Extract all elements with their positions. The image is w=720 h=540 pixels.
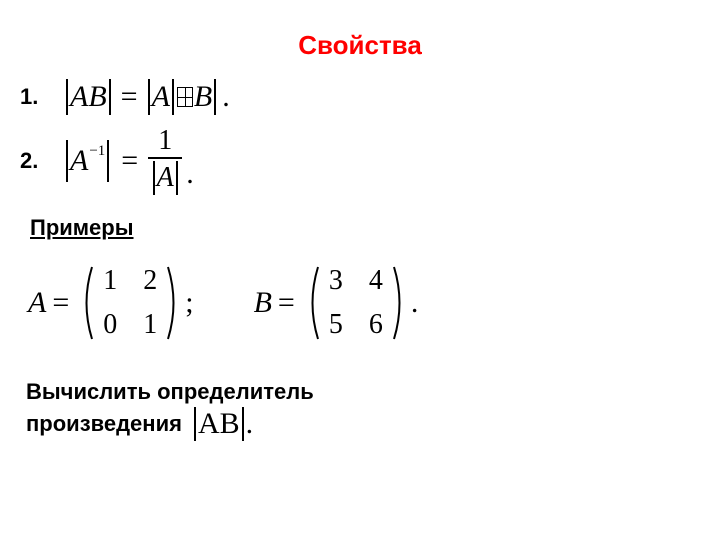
matrix-b-11: 3 xyxy=(327,265,345,297)
task-text-2: произведения xyxy=(26,411,182,437)
right-paren-icon xyxy=(391,265,407,341)
matrix-b-symbol: B xyxy=(254,286,272,320)
property-1-formula: AB = AB. xyxy=(64,79,232,115)
det-b: B xyxy=(194,80,212,114)
missing-glyph-icon xyxy=(177,87,193,107)
property-2-number: 2. xyxy=(20,148,44,174)
property-2-row: 2. A−1 = 1 A . xyxy=(20,127,700,195)
inverse-exponent: −1 xyxy=(89,143,105,160)
page-title: Свойства xyxy=(20,30,700,61)
matrix-a-21: 0 xyxy=(101,309,119,341)
examples-heading: Примеры xyxy=(20,215,700,241)
matrix-a-11: 1 xyxy=(101,265,119,297)
det-ab-a: A xyxy=(70,80,88,114)
matrix-a-def: A = 1 2 0 1 ; xyxy=(28,265,194,341)
matrix-b-22: 6 xyxy=(367,309,385,341)
matrix-a-12: 2 xyxy=(141,265,159,297)
fraction-top: 1 xyxy=(148,127,182,157)
task-line-2: произведения AB. xyxy=(20,407,700,441)
fraction-bottom-a: A xyxy=(157,164,174,192)
matrix-b-12: 4 xyxy=(367,265,385,297)
task-det-ab: AB. xyxy=(192,407,253,441)
matrix-a-symbol: A xyxy=(28,286,46,320)
det-a-inv: A xyxy=(70,144,88,178)
matrix-b-after: . xyxy=(411,286,419,320)
fraction: 1 A xyxy=(148,127,182,195)
property-2-formula: A−1 = 1 A . xyxy=(64,127,196,195)
task-det-b: B xyxy=(220,407,240,441)
right-paren-icon xyxy=(165,265,181,341)
matrix-a-22: 1 xyxy=(141,309,159,341)
matrix-a-after: ; xyxy=(185,286,193,320)
task-det-a: A xyxy=(198,407,220,441)
matrix-b-def: B = 3 4 5 6 . xyxy=(254,265,419,341)
left-paren-icon xyxy=(79,265,95,341)
matrix-b-21: 5 xyxy=(327,309,345,341)
property-1-row: 1. AB = AB. xyxy=(20,79,700,115)
det-ab-b: B xyxy=(88,80,106,114)
task-text-1: Вычислить определитель xyxy=(26,377,314,407)
matrices-row: A = 1 2 0 1 ; B = 3 4 5 6 . xyxy=(20,265,700,341)
task-line-1: Вычислить определитель xyxy=(20,377,500,407)
det-a: A xyxy=(152,80,170,114)
left-paren-icon xyxy=(305,265,321,341)
property-1-number: 1. xyxy=(20,84,44,110)
